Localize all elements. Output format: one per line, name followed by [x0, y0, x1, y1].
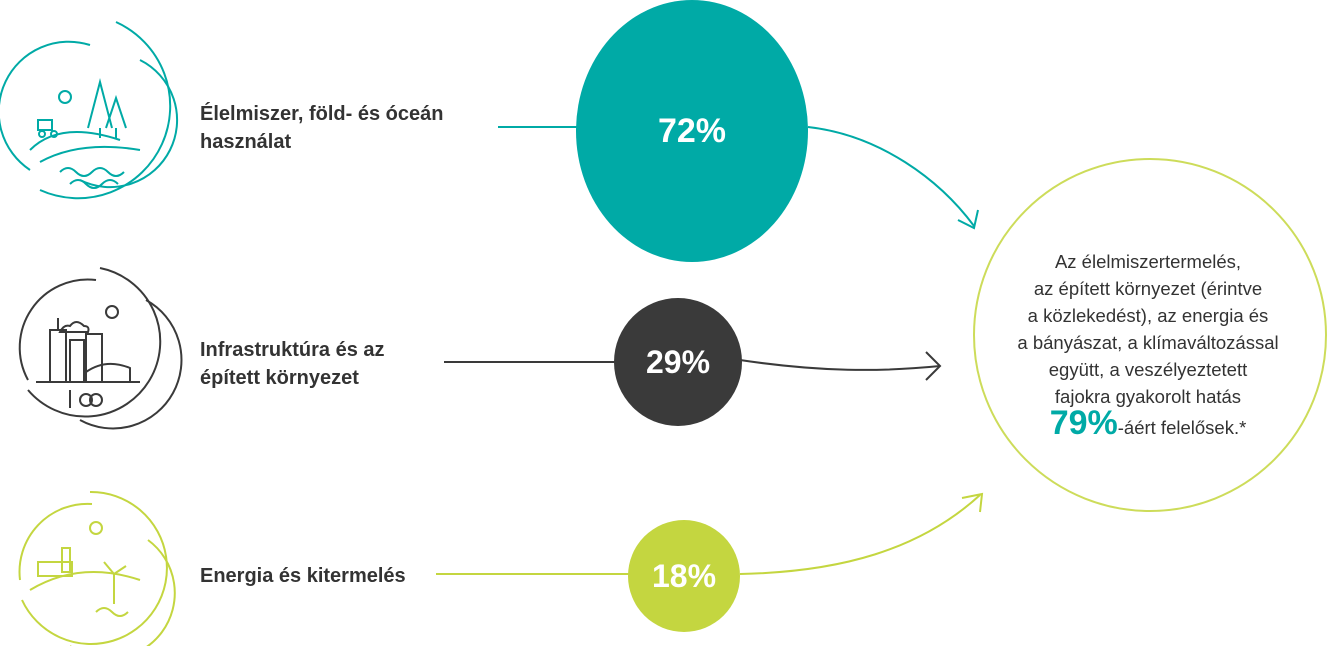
summary-line: az épített környezet (érintve: [1033, 278, 1263, 299]
summary-highlight-percent: 79%: [1049, 404, 1118, 442]
summary-line: fajokra gyakorolt hatás: [1054, 386, 1242, 407]
city-buildings-icon: [18, 267, 183, 430]
label-energy: Energia és kitermelés: [200, 562, 440, 590]
arrowhead-18: [961, 492, 984, 513]
label-food-land-ocean: Élelmiszer, föld- és óceán használat: [200, 100, 500, 156]
summary-text: Az élelmiszertermelés, az épített környe…: [968, 248, 1328, 441]
summary-line: a közlekedést), az energia és: [1027, 305, 1269, 326]
value-bubble-72: 72%: [576, 0, 808, 262]
factory-windmill-icon: [18, 490, 176, 646]
arrow-72: [807, 126, 975, 227]
summary-line: a bányászat, a klímaváltozással: [1017, 332, 1279, 353]
label-infrastructure: Infrastruktúra és az épített környezet: [200, 336, 460, 392]
value-text: 18%: [651, 557, 717, 594]
value-bubble-18: 18%: [628, 520, 740, 632]
value-bubble-29: 29%: [614, 298, 742, 426]
value-text: 72%: [657, 111, 727, 150]
summary-final-line: 79%-áért felelősek.*: [968, 406, 1328, 441]
arrowhead-29: [925, 351, 942, 381]
arrow-29: [739, 359, 941, 371]
value-text: 29%: [645, 343, 711, 380]
label-line: használat: [200, 131, 292, 153]
arrow-18: [739, 494, 981, 575]
label-line: Energia és kitermelés: [200, 565, 406, 587]
farmland-forest-ocean-icon: [0, 21, 179, 200]
label-line: Infrastruktúra és az: [200, 339, 385, 361]
label-line: épített környezet: [200, 367, 359, 389]
label-line: Élelmiszer, föld- és óceán: [200, 103, 444, 125]
summary-line: együtt, a veszélyeztetett: [1048, 359, 1248, 380]
summary-suffix: -áért felelősek.*: [1117, 417, 1247, 438]
summary-line: Az élelmiszertermelés,: [1054, 251, 1242, 272]
summary-circle: [973, 158, 1327, 512]
arrowhead-72: [957, 209, 979, 230]
